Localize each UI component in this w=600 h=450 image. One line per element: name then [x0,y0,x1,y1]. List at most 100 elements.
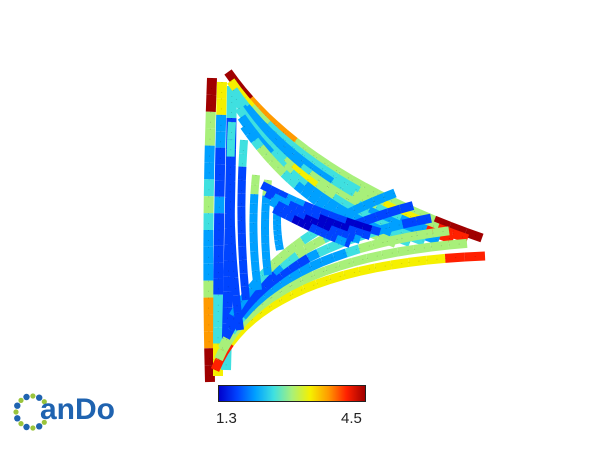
helix-segment [399,201,415,214]
helix-segment [287,169,301,183]
helix-segment [253,292,267,306]
helix-segment-edge [402,226,415,232]
helix-segment [309,257,325,271]
helix-segment-edge [276,229,279,236]
helix-segment [302,201,314,212]
helix-segment [341,230,350,240]
helix-segment [335,189,351,203]
helix-segment [281,156,295,171]
helix-segment [329,178,345,193]
logo-dot [23,423,30,431]
helix-segment [361,229,372,240]
helix-segment [448,221,468,237]
helix-segment [297,218,307,229]
logo-dot [23,393,30,401]
helix-segment [272,121,288,137]
helix-segment [252,279,262,291]
helix-segment [312,266,328,280]
logo-dot [14,415,21,422]
helix-segment [400,231,418,243]
helix-segment [301,151,317,167]
logo-dot [30,393,36,399]
helix-segment [292,237,306,250]
helix-segment [263,268,277,282]
helix-segment [278,248,291,262]
helix-segment [431,226,450,238]
helix-segment [300,187,313,200]
logo-dot [41,419,47,425]
helix-segment [332,219,343,231]
helix-segment [320,253,336,266]
helix-segment [426,253,446,265]
helix-segment [407,255,428,267]
helix-segment [249,309,264,324]
helix-segment [282,130,298,146]
helix-segment [250,260,260,272]
helix-segment [352,234,362,244]
helix-segment [366,250,383,263]
helix-bundles [203,69,486,383]
helix-segment-edge [280,294,293,301]
helix-segment [221,327,234,340]
helix-segment [308,223,318,234]
cando-logo-c-icon [13,393,47,431]
logo-dot [30,425,36,431]
helix-segment [296,254,311,268]
helix-segment-edge [293,147,305,156]
helix-segment [352,201,366,215]
helix-segment [289,276,305,290]
helix-segment [313,182,327,196]
helix-segment [227,121,236,140]
helix-segment [268,185,281,197]
helix-segment-edge [275,124,286,134]
helix-segment [238,153,248,167]
helix-segment [324,261,341,275]
helix-segment [286,251,300,265]
helix-segment [353,220,365,231]
helix-segment [349,175,367,191]
logo-dot [41,399,47,405]
helix-segment [237,114,251,128]
helix-segment [295,175,309,189]
logo-dot [36,394,43,401]
helix-segment [263,266,272,276]
helix-segment [432,215,452,231]
helix-segment-edge [303,155,315,164]
helix-segment-edge [277,239,280,246]
helix-segment [319,171,335,186]
helix-segment [273,135,288,151]
helix-segment [273,229,282,236]
helix-segment [245,130,259,144]
helix-segment [315,220,326,231]
helix-segment [206,77,217,96]
helix-segment [356,186,374,202]
helix-segment [279,197,291,209]
helix-segment [319,208,331,219]
helix-segment [268,157,281,171]
helix-segment [351,191,367,206]
helix-segment [287,175,300,189]
helix-segment [362,182,380,198]
helix-segment-edge [277,234,279,241]
helix-segment [250,251,259,262]
helix-segment-edge [266,116,276,126]
helix-segment [282,204,293,216]
helix-segment [307,170,322,185]
helix-segment [344,217,356,228]
helix-segment-edge [278,244,281,251]
helix-segment [306,248,321,263]
helix-segment [322,222,332,233]
helix-segment-edge [284,139,295,149]
helix-segment [299,231,313,245]
helix-segment [227,243,237,261]
helix-segment [387,219,404,232]
helix-segment [327,239,342,253]
helix-segment [268,197,279,209]
helix-segment [334,227,344,238]
helix-segment [382,188,397,202]
helix-segment [344,180,361,195]
helix-segment [385,234,403,247]
helix-segment [293,181,307,195]
helix-segment [344,238,352,248]
